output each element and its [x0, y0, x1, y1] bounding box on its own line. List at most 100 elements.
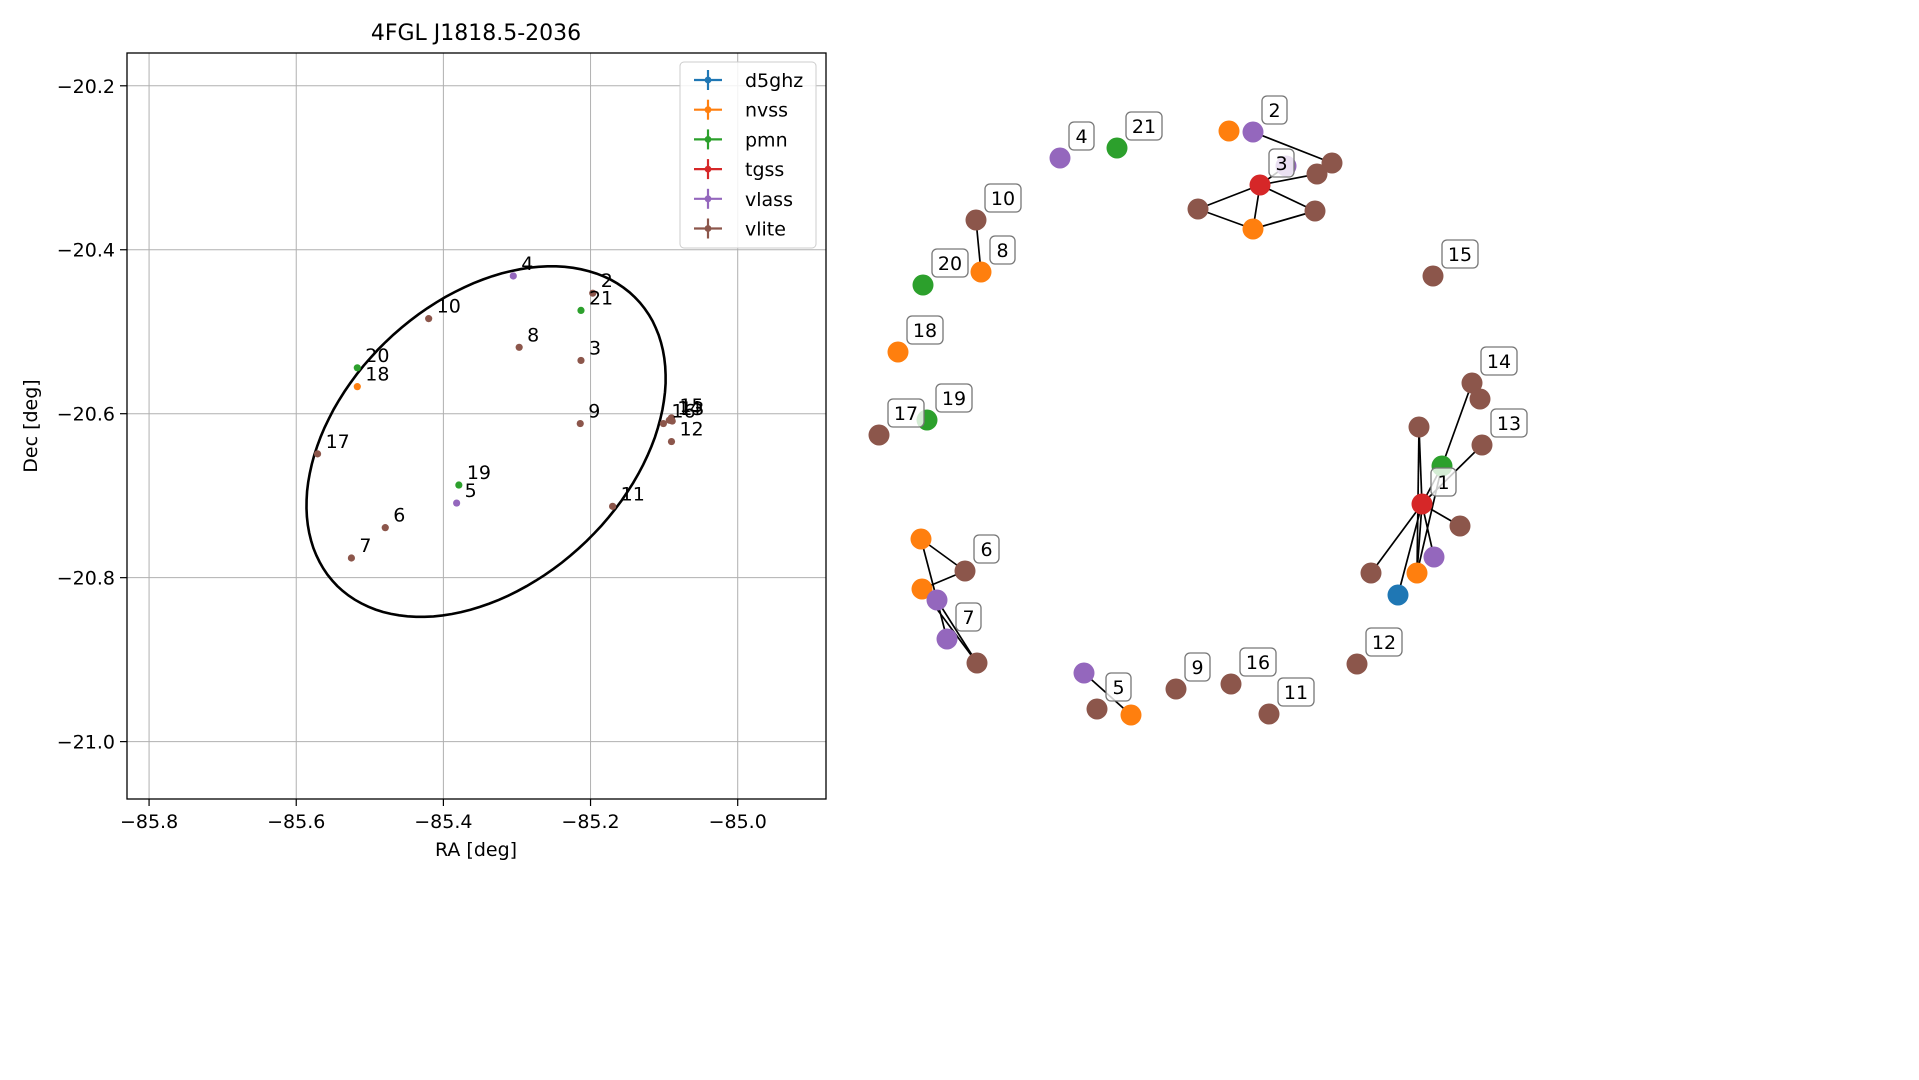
- network-label-box: [1105, 672, 1132, 702]
- y-axis-label: Dec [deg]: [20, 379, 42, 472]
- network-node-n_s: [966, 652, 988, 674]
- network-label-12: 12: [1372, 632, 1396, 654]
- source-point-12: [667, 437, 676, 446]
- network-label-box: [1068, 121, 1095, 151]
- source-point-16: [659, 419, 667, 428]
- network-label-15: 15: [1448, 244, 1472, 266]
- legend-label-vlass: vlass: [745, 189, 793, 211]
- legend-marker-vlass: [704, 195, 712, 203]
- network-label-14: 14: [1487, 351, 1511, 373]
- x-tick-label: −85.2: [561, 811, 619, 833]
- network-node-n_n: [1406, 562, 1428, 584]
- network-label-box: [931, 248, 969, 278]
- source-point-10: [425, 315, 433, 323]
- network-label-11: 11: [1284, 682, 1308, 704]
- x-axis-label: RA [deg]: [435, 839, 517, 861]
- network-edge: [920, 538, 938, 601]
- y-ticks: −20.2 −20.4 −20.6 −20.8 −21.0: [57, 76, 127, 754]
- source-label-5: 5: [465, 480, 477, 502]
- network-node-9: [1165, 678, 1187, 700]
- source-label-8: 8: [527, 324, 539, 346]
- network-node-11: [1258, 703, 1280, 725]
- network-label-2: 2: [1268, 100, 1280, 122]
- source-point-7: [347, 554, 356, 562]
- network-edge: [1441, 382, 1473, 467]
- network-node-14: [1461, 372, 1483, 394]
- source-point-5: [453, 499, 461, 507]
- x-tick-label: −85.4: [414, 811, 472, 833]
- network-node-20: [912, 274, 934, 296]
- network-label-box: [935, 383, 973, 413]
- network-label-box: [955, 602, 982, 632]
- source-point-6: [381, 524, 389, 532]
- grid-lines: [127, 53, 826, 799]
- source-label-21: 21: [589, 287, 613, 309]
- legend-label-vlite: vlite: [745, 219, 786, 241]
- network-label-13: 13: [1497, 413, 1521, 435]
- source-point-8: [515, 343, 523, 351]
- source-label-16: 16: [671, 401, 695, 423]
- source-point-20: [353, 364, 361, 372]
- legend-marker-d5ghz: [704, 76, 712, 84]
- network-label-16: 16: [1246, 652, 1270, 674]
- network-label-box: [1430, 467, 1457, 497]
- network-label-box: [1125, 111, 1163, 141]
- network-node-n_f: [1304, 200, 1326, 222]
- network-node-2: [1242, 121, 1264, 143]
- network-node-10: [965, 209, 987, 231]
- network-edge: [1370, 503, 1423, 574]
- network-edge: [1252, 210, 1316, 230]
- source-label-6: 6: [393, 505, 405, 527]
- network-node-n_h: [1469, 388, 1491, 410]
- network-label-box: [1239, 647, 1277, 677]
- network-label-8: 8: [996, 240, 1008, 262]
- network-node-n_u: [1120, 704, 1142, 726]
- network-label-3: 3: [1275, 153, 1287, 175]
- network-node-16: [1220, 673, 1242, 695]
- source-label-20: 20: [365, 345, 389, 367]
- y-tick-label: −20.8: [57, 568, 115, 590]
- data-points: [313, 272, 676, 562]
- network-node-n_o: [1387, 584, 1409, 606]
- legend-label-pmn: pmn: [745, 129, 788, 151]
- network-label-19: 19: [942, 388, 966, 410]
- network-node-21: [1106, 137, 1128, 159]
- x-ticks: −85.8 −85.6 −85.4 −85.2 −85.0: [120, 799, 767, 833]
- source-label-10: 10: [437, 296, 461, 318]
- network-node-15: [1422, 265, 1444, 287]
- network-label-6: 6: [980, 539, 992, 561]
- network-node-17: [868, 424, 890, 446]
- network-node-n_r: [926, 589, 948, 611]
- source-label-19: 19: [467, 462, 491, 484]
- network-label-box: [1441, 239, 1479, 269]
- network-node-n_i: [1408, 416, 1430, 438]
- network-node-12: [1346, 653, 1368, 675]
- network-node-6: [954, 560, 976, 582]
- network-node-n_p: [910, 528, 932, 550]
- network-edge: [936, 599, 978, 664]
- network-edge: [1252, 131, 1333, 164]
- network-node-1: [1411, 493, 1433, 515]
- legend-marker-nvss: [704, 106, 712, 114]
- network-label-10: 10: [991, 188, 1015, 210]
- source-point-3: [577, 356, 585, 365]
- network-label-1: 1: [1437, 472, 1449, 494]
- network-label-box: [1261, 95, 1288, 125]
- source-label-13: 13: [680, 398, 704, 420]
- plot-frame: [126, 52, 827, 800]
- source-point-19: [455, 481, 463, 489]
- network-node-n_g: [1242, 218, 1264, 240]
- y-tick-label: −20.2: [57, 76, 115, 98]
- network-label-box: [1365, 627, 1403, 657]
- network-node-13: [1471, 434, 1493, 456]
- source-point-17: [313, 450, 322, 458]
- network-node-8: [970, 261, 992, 283]
- network-label-box: [1184, 652, 1211, 682]
- legend-marker-tgss: [704, 165, 712, 173]
- network-node-n_m: [1360, 562, 1382, 584]
- network-node-5: [1086, 698, 1108, 720]
- chart-title: 4FGL J1818.5-2036: [371, 21, 581, 46]
- network-label-box: [989, 235, 1016, 265]
